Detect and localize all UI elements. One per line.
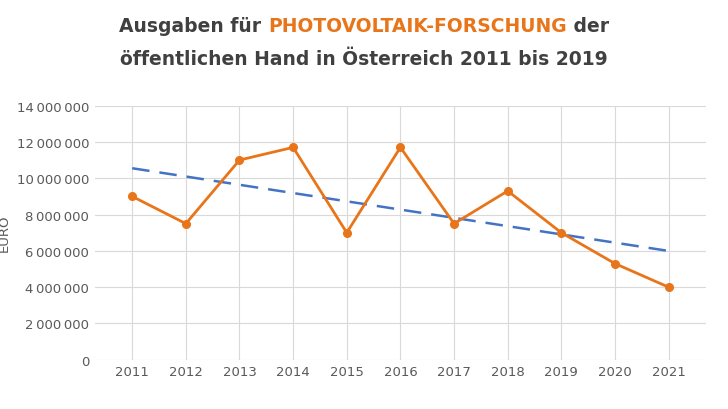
Text: Ausgaben für: Ausgaben für — [119, 17, 268, 36]
Text: öffentlichen Hand in Österreich 2011 bis 2019: öffentlichen Hand in Österreich 2011 bis… — [120, 50, 608, 69]
Text: der: der — [566, 17, 609, 36]
Y-axis label: EURO: EURO — [0, 214, 11, 252]
Text: PHOTOVOLTAIK-FORSCHUNG: PHOTOVOLTAIK-FORSCHUNG — [268, 17, 566, 36]
